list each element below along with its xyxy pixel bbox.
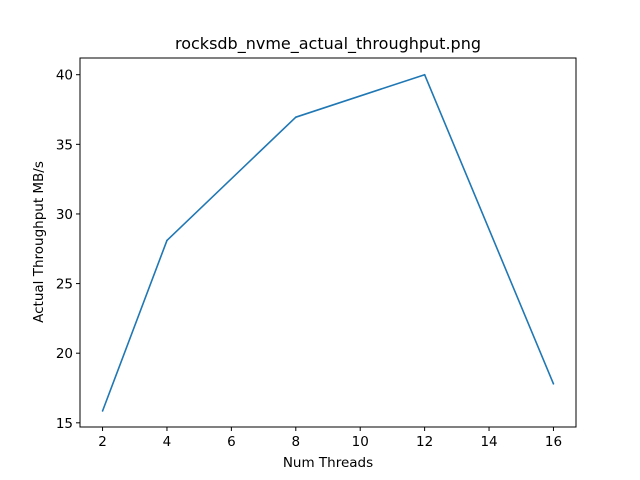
- y-tick-label: 35: [56, 137, 73, 153]
- y-tick-label: 20: [56, 346, 73, 362]
- y-tick-label: 30: [56, 207, 73, 223]
- chart-title: rocksdb_nvme_actual_throughput.png: [175, 34, 481, 54]
- y-axis-ticks: 15 20 25 30 35 40: [56, 68, 80, 432]
- x-tick-label: 12: [416, 434, 433, 450]
- data-point: [166, 239, 168, 242]
- x-tick-label: 4: [163, 434, 172, 450]
- x-tick-label: 16: [545, 434, 562, 450]
- x-axis-ticks: 2 4 6 8 10 12 14 16: [98, 427, 562, 450]
- data-point: [101, 410, 104, 412]
- x-tick-label: 14: [480, 434, 497, 450]
- plot-frame: [79, 57, 577, 428]
- data-point: [294, 116, 297, 118]
- data-point: [552, 383, 555, 385]
- x-tick-label: 2: [98, 434, 107, 450]
- y-tick-label: 15: [56, 416, 73, 432]
- x-axis-label: Num Threads: [283, 455, 373, 471]
- x-tick-label: 6: [227, 434, 236, 450]
- y-tick-label: 25: [56, 277, 73, 293]
- data-point: [423, 73, 426, 76]
- plot-layer: [101, 73, 555, 412]
- x-tick-label: 10: [352, 434, 369, 450]
- x-tick-label: 8: [291, 434, 300, 450]
- y-tick-label: 40: [56, 68, 73, 84]
- y-axis-label: Actual Throughput MB/s: [31, 161, 47, 323]
